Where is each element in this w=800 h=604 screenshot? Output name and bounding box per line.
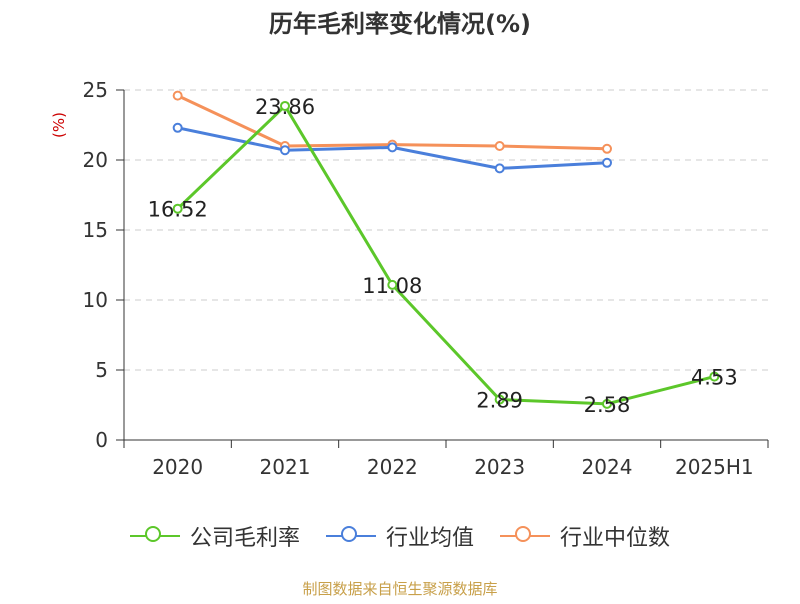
- legend-item-company-margin[interactable]: 公司毛利率: [129, 520, 300, 552]
- y-tick-label: 15: [83, 218, 108, 242]
- data-label: 2.58: [584, 393, 631, 417]
- data-label: 23.86: [255, 95, 315, 119]
- data-point: [172, 122, 183, 133]
- data-point: [494, 141, 505, 151]
- data-point: [172, 90, 183, 101]
- x-tick-label: 2023: [474, 455, 525, 479]
- data-point: [602, 143, 612, 154]
- y-tick-label: 0: [95, 428, 108, 452]
- data-point: [280, 145, 290, 156]
- series-line: [176, 104, 715, 406]
- legend: 公司毛利率 行业均值 行业中位数: [0, 520, 800, 552]
- y-tick-label: 10: [83, 288, 108, 312]
- legend-item-industry-mean[interactable]: 行业均值: [325, 520, 474, 552]
- data-point: [709, 371, 720, 382]
- data-label: 4.53: [691, 366, 738, 390]
- legend-marker-icon: [325, 524, 376, 548]
- data-source-note: 制图数据来自恒生聚源数据库: [302, 580, 498, 598]
- legend-label: 公司毛利率: [189, 526, 300, 551]
- y-tick-label: 20: [83, 148, 108, 172]
- legend-marker-icon: [500, 524, 550, 548]
- data-point: [280, 100, 290, 111]
- data-label: 2.89: [476, 389, 523, 413]
- y-tick-label: 25: [83, 78, 108, 102]
- legend-label: 行业均值: [385, 526, 474, 551]
- data-point: [602, 157, 612, 168]
- x-tick-label: 2024: [582, 455, 633, 479]
- x-tick-label: 2020: [152, 455, 203, 479]
- data-label: 16.52: [148, 198, 208, 222]
- data-point: [387, 279, 398, 290]
- x-tick-label: 2022: [367, 455, 418, 479]
- data-label: 11.08: [362, 274, 422, 298]
- data-point: [602, 398, 612, 409]
- data-point: [494, 394, 505, 405]
- y-axis-label: (%): [50, 112, 68, 138]
- data-point: [387, 142, 398, 153]
- chart-title: 历年毛利率变化情况(%): [269, 10, 531, 38]
- y-tick-label: 5: [95, 358, 108, 382]
- data-point: [494, 163, 505, 174]
- data-point: [172, 203, 183, 214]
- x-tick-label: 2025H1: [675, 455, 754, 479]
- legend-label: 行业中位数: [560, 526, 671, 551]
- legend-marker-icon: [129, 524, 180, 548]
- x-tick-label: 2021: [260, 455, 311, 479]
- legend-item-industry-median[interactable]: 行业中位数: [500, 520, 670, 552]
